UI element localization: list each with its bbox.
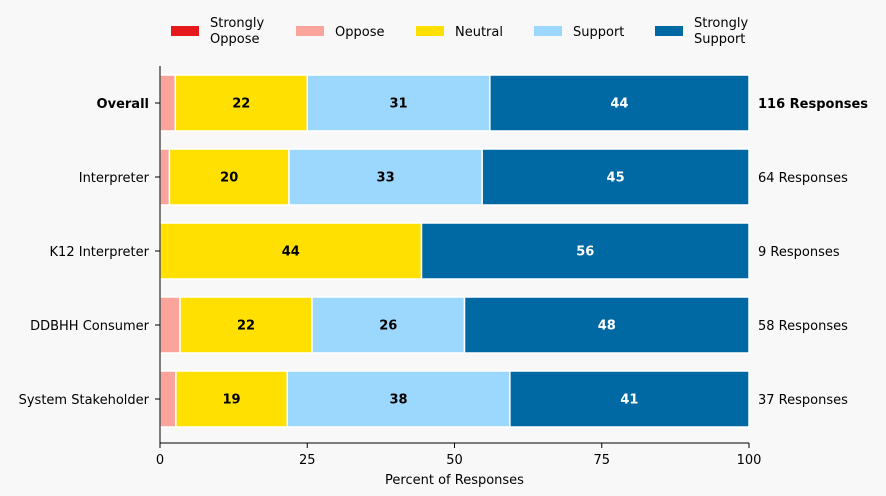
- response-count-label: 64 Responses: [758, 171, 848, 186]
- x-tick-label: 0: [156, 453, 164, 468]
- x-tick-label: 50: [446, 453, 463, 468]
- legend-swatch: [655, 26, 683, 36]
- legend-swatch: [296, 26, 324, 36]
- bar-value-label: 41: [620, 393, 638, 408]
- x-tick-label: 100: [737, 453, 762, 468]
- bar-segment-support-system-stakeholder: [286, 370, 511, 428]
- x-axis-label: Percent of Responses: [385, 473, 524, 488]
- bar-segment-support-overall: [306, 74, 491, 132]
- x-tick-label: 75: [593, 453, 610, 468]
- bar-segment-neutral-k12-interpreter: [159, 222, 423, 280]
- y-tick-label: DDBHH Consumer: [30, 319, 150, 334]
- bar-value-label: 56: [576, 245, 594, 260]
- bar-segment-neutral-overall: [174, 74, 308, 132]
- bar-value-label: 22: [237, 319, 255, 334]
- bar-segment-support-ddbhh-consumer: [311, 296, 466, 354]
- legend-item-support: Support: [534, 25, 624, 40]
- legend-swatch: [416, 26, 444, 36]
- bar-value-label: 22: [232, 97, 250, 112]
- bar-value-label: 20: [220, 171, 238, 186]
- bar-segment-oppose-overall: [159, 74, 177, 132]
- y-tick-label: Overall: [97, 97, 149, 112]
- bar-value-label: 26: [379, 319, 397, 334]
- bar-value-label: 44: [610, 97, 628, 112]
- bar-segment-oppose-system-stakeholder: [159, 370, 177, 428]
- legend-swatch: [534, 26, 562, 36]
- bar-segment-neutral-system-stakeholder: [175, 370, 288, 428]
- response-count-label: 58 Responses: [758, 319, 848, 334]
- legend-swatch: [171, 26, 199, 36]
- legend-label-line2: Support: [694, 32, 745, 47]
- bar-value-label: 19: [223, 393, 241, 408]
- bar-value-label: 31: [389, 97, 407, 112]
- x-tick-label: 25: [299, 453, 316, 468]
- bar-value-label: 44: [282, 245, 300, 260]
- legend-label-line2: Oppose: [210, 32, 259, 47]
- response-count-label: 9 Responses: [758, 245, 840, 260]
- bar-segment-strongly-support-interpreter: [481, 148, 750, 206]
- legend-label: Oppose: [335, 25, 384, 40]
- axes: 0 25 50 75 100: [156, 66, 762, 468]
- bar-value-label: 33: [377, 171, 395, 186]
- bar-segment-oppose-ddbhh-consumer: [159, 296, 181, 354]
- response-count-label: 37 Responses: [758, 393, 848, 408]
- bar-value-label: 38: [389, 393, 407, 408]
- bar-segment-oppose-interpreter: [159, 148, 171, 206]
- y-tick-label: Interpreter: [79, 171, 150, 186]
- legend-label: Neutral: [455, 25, 503, 40]
- bar-segment-strongly-support-overall: [489, 74, 750, 132]
- y-tick-label: System Stakeholder: [19, 393, 150, 408]
- bar-value-label: 45: [607, 171, 625, 186]
- y-tick-label: K12 Interpreter: [50, 245, 150, 260]
- bar-segment-strongly-support-system-stakeholder: [509, 370, 750, 428]
- bar-segment-neutral-ddbhh-consumer: [179, 296, 313, 354]
- legend-label: Strongly: [210, 16, 264, 31]
- response-count-label: 116 Responses: [758, 97, 868, 112]
- bar-segment-strongly-support-k12-interpreter: [420, 222, 750, 280]
- legend-label: Support: [573, 25, 624, 40]
- bar-value-label: 48: [598, 319, 616, 334]
- legend-item-oppose: Oppose: [296, 25, 384, 40]
- legend-item-neutral: Neutral: [416, 25, 503, 40]
- bars: 22 31 44 Overall 116 Responses 20 33 45 Interpre…: [19, 74, 868, 428]
- bar-segment-strongly-support-ddbhh-consumer: [463, 296, 750, 354]
- legend-label: Strongly: [694, 16, 748, 31]
